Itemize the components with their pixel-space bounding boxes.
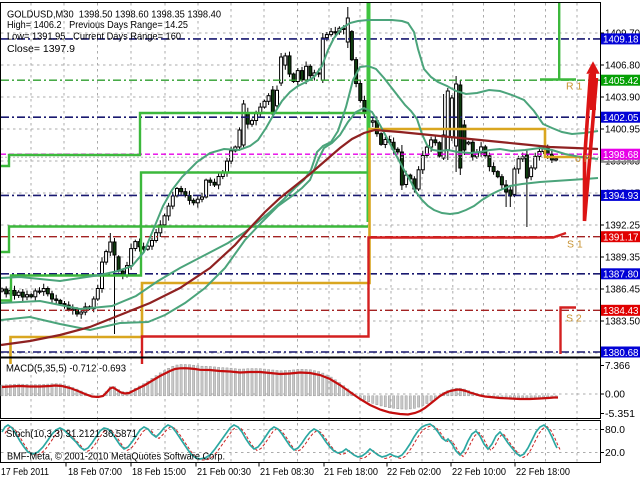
svg-text:o P: o P [575, 153, 591, 165]
svg-text:1380.68: 1380.68 [603, 347, 639, 359]
svg-text:1403.90: 1403.90 [605, 92, 640, 104]
svg-text:1406.80: 1406.80 [605, 60, 640, 72]
svg-text:22 Feb 10:00: 22 Feb 10:00 [452, 466, 506, 478]
svg-text:1398.68: 1398.68 [603, 149, 639, 161]
svg-text:1384.43: 1384.43 [603, 305, 639, 317]
svg-text:18 Feb 07:00: 18 Feb 07:00 [68, 466, 122, 478]
svg-text:MACD(5,35,5) -0.712 -0.693: MACD(5,35,5) -0.712 -0.693 [6, 363, 126, 375]
svg-text:21 Feb 00:30: 21 Feb 00:30 [197, 466, 251, 478]
svg-text:1392.25: 1392.25 [605, 220, 640, 232]
svg-text:1391.17: 1391.17 [603, 232, 639, 244]
svg-text:22 Feb 18:00: 22 Feb 18:00 [516, 466, 570, 478]
svg-text:17 Feb 2011: 17 Feb 2011 [1, 466, 49, 478]
svg-text:R 1: R 1 [566, 81, 583, 93]
svg-text:1389.35: 1389.35 [605, 252, 640, 264]
svg-text:1409.18: 1409.18 [603, 34, 639, 46]
svg-text:Stoch(10,3,3) 31.2121 36.5871: Stoch(10,3,3) 31.2121 36.5871 [6, 428, 137, 440]
svg-text:1400.95: 1400.95 [605, 124, 640, 136]
svg-text:1402.05: 1402.05 [603, 112, 639, 124]
svg-text:80.0: 80.0 [605, 424, 625, 436]
svg-text:1386.45: 1386.45 [605, 284, 640, 296]
svg-text:1394.93: 1394.93 [603, 190, 639, 202]
svg-text:0.00: 0.00 [605, 389, 625, 401]
svg-text:High= 1406.2 Previous Days R: High= 1406.2 Previous Days Range= 14.25 [7, 19, 188, 31]
svg-text:1387.80: 1387.80 [603, 269, 639, 281]
svg-text:S 2: S 2 [566, 313, 582, 325]
svg-text:22 Feb 02:00: 22 Feb 02:00 [387, 466, 441, 478]
svg-text:20.0: 20.0 [605, 447, 625, 459]
svg-text:Low= 1391.95 Current Days Ra: Low= 1391.95 Current Days Range= 160 [7, 31, 181, 43]
svg-text:S 1: S 1 [567, 239, 583, 251]
svg-text:21 Feb 08:30: 21 Feb 08:30 [260, 466, 314, 478]
svg-text:-5.351: -5.351 [605, 408, 635, 420]
svg-text:18 Feb 15:00: 18 Feb 15:00 [132, 466, 186, 478]
svg-text:1383.50: 1383.50 [605, 316, 640, 328]
svg-text:1405.42: 1405.42 [603, 75, 639, 87]
svg-text:Close= 1397.9: Close= 1397.9 [7, 43, 75, 55]
svg-text:7.366: 7.366 [605, 360, 630, 372]
svg-text:GOLDUSD,M30 1398.50 1398.60 1: GOLDUSD,M30 1398.50 1398.60 1398.35 1398… [7, 9, 221, 21]
svg-text:21 Feb 18:00: 21 Feb 18:00 [324, 466, 378, 478]
svg-text:BMF-Meta, © 2001-2010 MetaQuot: BMF-Meta, © 2001-2010 MetaQuotes Softwar… [7, 451, 225, 463]
